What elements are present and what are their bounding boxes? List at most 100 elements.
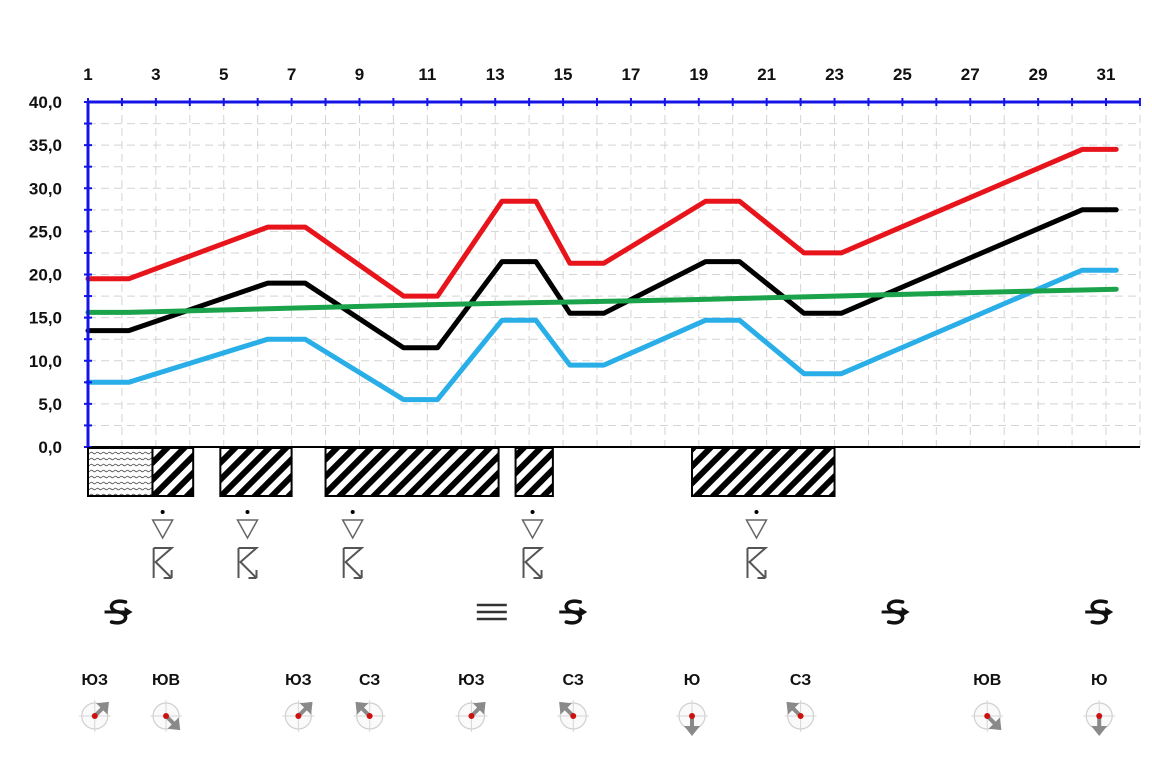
precip-dot (350, 510, 355, 514)
x-tick-label: 3 (151, 65, 160, 84)
precipitation-bar (151, 447, 195, 497)
blizzard-icon (104, 599, 133, 625)
precipitation-bar (219, 447, 293, 497)
compass-arrow-head (167, 717, 181, 731)
x-tick-label: 5 (219, 65, 228, 84)
precipitation-bar (514, 447, 554, 497)
x-tick-label: 19 (689, 65, 708, 84)
thunderstorm-icon (521, 510, 545, 579)
wind-direction-item: ЮЗ (455, 672, 488, 732)
x-tick-label: 31 (1097, 65, 1116, 84)
storm-arrow (342, 547, 365, 579)
wind-direction-row: ЮЗ ЮВ ЮЗ СЗ ЮЗ СЗ Ю СЗ ЮВ Ю (78, 672, 1116, 736)
y-tick-label: 30,0 (29, 179, 62, 198)
precipitation-bar (87, 447, 154, 497)
drift-arrow-head (579, 607, 588, 617)
compass-arrow-head (786, 701, 800, 715)
wind-direction-label: ЮЗ (285, 672, 312, 689)
thunderstorm-icon (236, 510, 260, 579)
x-tick-label: 11 (418, 65, 436, 84)
shower-triangle (236, 519, 259, 540)
x-tick-label: 23 (825, 65, 844, 84)
wind-direction-label: Ю (684, 672, 701, 689)
wind-compass-icon (150, 700, 183, 732)
drift-arrow-head (124, 607, 133, 617)
x-tick-label: 15 (554, 65, 573, 84)
wind-direction-item: Ю (676, 672, 709, 736)
wind-direction-item: СЗ (784, 672, 817, 732)
compass-center-dot (366, 713, 373, 719)
compass-arrow-head (472, 701, 486, 715)
y-tick-label: 20,0 (29, 266, 62, 285)
storm-arrow (746, 547, 769, 579)
x-tick-label: 7 (287, 65, 296, 84)
wind-compass-icon (971, 700, 1004, 732)
grid (87, 101, 1141, 448)
compass-center-dot (295, 713, 302, 719)
wind-direction-item: СЗ (353, 672, 386, 732)
shower-triangle (151, 519, 174, 540)
wind-compass-icon (676, 700, 709, 736)
series-line-1 (85, 207, 1119, 351)
blizzard-icon (881, 599, 910, 625)
wind-direction-label: ЮЗ (82, 672, 109, 689)
axes (84, 98, 1141, 448)
storm-arrow (237, 547, 260, 579)
thunderstorm-icon (151, 510, 175, 579)
precipitation-bar (691, 447, 836, 497)
compass-arrow-head (299, 701, 313, 715)
wind-compass-icon (1083, 700, 1116, 736)
x-tick-label: 27 (961, 65, 980, 84)
wind-direction-label: ЮЗ (458, 672, 485, 689)
compass-center-dot (1096, 713, 1103, 719)
wind-direction-label: Ю (1091, 672, 1108, 689)
drift-arrow-head (1105, 607, 1114, 617)
y-tick-label: 5,0 (38, 395, 62, 414)
wind-direction-label: СЗ (790, 672, 811, 689)
precip-dot (160, 510, 165, 514)
y-axis-tick-labels: 0,0 5,0 10,0 15,0 20,0 25,0 30,0 35,0 40,0 (29, 93, 62, 457)
compass-arrow-head (684, 726, 701, 736)
blizzard-icon (559, 599, 588, 625)
y-tick-label: 0,0 (38, 438, 62, 457)
compass-center-dot (163, 713, 170, 719)
shower-triangle (745, 519, 768, 540)
compass-center-dot (91, 713, 98, 719)
y-tick-label: 35,0 (29, 136, 62, 155)
series-line-3 (85, 286, 1119, 315)
precip-dot (754, 510, 759, 514)
fog-icon (476, 603, 507, 621)
y-tick-label: 15,0 (29, 309, 62, 328)
series-lines (85, 146, 1119, 403)
wind-direction-item: СЗ (557, 672, 590, 732)
x-tick-label: 17 (621, 65, 640, 84)
x-tick-label: 13 (486, 65, 505, 84)
compass-arrow-head (355, 701, 369, 715)
y-tick-label: 25,0 (29, 222, 62, 241)
compass-center-dot (570, 713, 577, 719)
wind-direction-item: ЮВ (971, 672, 1004, 732)
wind-compass-icon (353, 700, 386, 732)
shower-triangle (521, 519, 544, 540)
thunderstorm-icon (341, 510, 365, 579)
thunderstorm-marks (151, 510, 769, 579)
precip-dot (245, 510, 250, 514)
wind-compass-icon (784, 700, 817, 732)
compass-arrow-head (96, 701, 109, 715)
storm-arrow (152, 547, 175, 579)
wind-compass-icon (557, 700, 590, 732)
wind-direction-label: СЗ (563, 672, 584, 689)
x-axis-tick-labels: 1 3 5 7 9 11 13 15 17 19 21 23 25 27 29 31 (83, 65, 1115, 84)
wind-direction-label: СЗ (359, 672, 380, 689)
compass-center-dot (468, 713, 475, 719)
wind-direction-item: ЮЗ (282, 672, 315, 732)
compass-arrow-head (1091, 726, 1108, 736)
wind-direction-item: ЮЗ (78, 672, 111, 732)
x-tick-label: 29 (1029, 65, 1048, 84)
shower-triangle (341, 519, 364, 540)
y-tick-label: 40,0 (29, 93, 62, 112)
drift-arrow-head (901, 607, 910, 617)
wind-compass-icon (455, 700, 488, 732)
wind-compass-icon (282, 700, 315, 732)
